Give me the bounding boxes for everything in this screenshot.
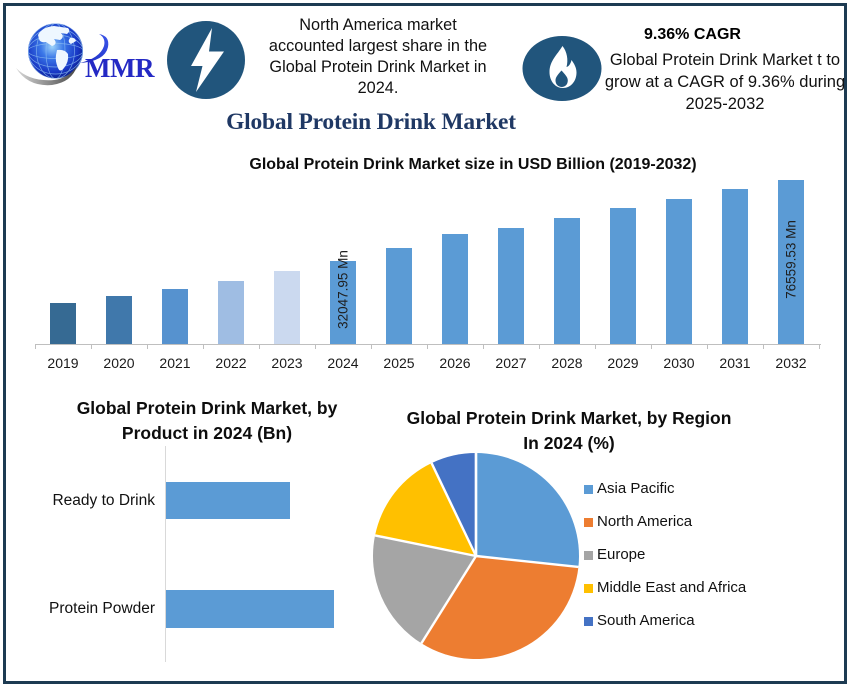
mmr-logo: MMR bbox=[16, 23, 155, 86]
region-chart-title: Global Protein Drink Market, by Region In… bbox=[406, 408, 732, 453]
bolt-shape bbox=[191, 28, 224, 92]
legend-label: Europe bbox=[597, 546, 646, 563]
x-axis-label-2019: 2019 bbox=[47, 355, 79, 371]
pie-slice-separator bbox=[420, 555, 478, 644]
x-axis-label-2021: 2021 bbox=[159, 355, 191, 371]
cagr-heading: 9.36% CAGR bbox=[644, 26, 741, 43]
pie-slice-asia-pacific bbox=[476, 453, 579, 567]
bar-2021 bbox=[162, 289, 188, 344]
legend-label: South America bbox=[597, 612, 695, 629]
bar-2027 bbox=[498, 228, 524, 344]
data-label-2032: 76559.53 Mn bbox=[783, 219, 799, 299]
product-axis-line bbox=[165, 446, 166, 662]
x-axis-line bbox=[35, 344, 821, 345]
bar-2019 bbox=[50, 303, 76, 344]
cagr-note: Global Protein Drink Market t to grow at … bbox=[604, 51, 846, 113]
x-axis-tick bbox=[91, 345, 92, 349]
bar-protein-powder bbox=[166, 590, 334, 628]
page-title: Global Protein Drink Market bbox=[226, 109, 516, 135]
globe-icon bbox=[16, 23, 109, 86]
bar-2030 bbox=[666, 199, 692, 344]
x-axis-label-2020: 2020 bbox=[103, 355, 135, 371]
x-axis-label-2029: 2029 bbox=[607, 355, 639, 371]
x-axis-tick bbox=[203, 345, 204, 349]
bar-2023 bbox=[274, 271, 300, 344]
x-axis-tick bbox=[259, 345, 260, 349]
x-axis-tick bbox=[35, 345, 36, 349]
x-axis-tick bbox=[147, 345, 148, 349]
bar-2020 bbox=[106, 296, 132, 344]
x-axis-tick bbox=[595, 345, 596, 349]
x-axis-tick bbox=[819, 345, 820, 349]
legend-swatch-icon bbox=[584, 518, 593, 527]
pie-slice-middle-east-and-africa bbox=[375, 463, 476, 556]
x-axis-label-2022: 2022 bbox=[215, 355, 247, 371]
flame-inner-shape bbox=[555, 70, 568, 87]
x-axis-label-2030: 2030 bbox=[663, 355, 695, 371]
pie-slice-separator bbox=[374, 534, 477, 558]
legend-swatch-icon bbox=[584, 551, 593, 560]
x-axis-tick bbox=[763, 345, 764, 349]
x-axis-label-2026: 2026 bbox=[439, 355, 471, 371]
x-axis-tick bbox=[371, 345, 372, 349]
main-chart-title: Global Protein Drink Market size in USD … bbox=[249, 156, 697, 173]
category-label-protein-powder: Protein Powder bbox=[49, 600, 155, 617]
bar-ready-to-drink bbox=[166, 482, 290, 519]
legend-swatch-icon bbox=[584, 584, 593, 593]
x-axis-label-2024: 2024 bbox=[327, 355, 359, 371]
x-axis-tick bbox=[315, 345, 316, 349]
flame-icon bbox=[522, 36, 602, 101]
bar-2022 bbox=[218, 281, 244, 344]
legend-label: Middle East and Africa bbox=[597, 579, 747, 596]
x-axis-label-2031: 2031 bbox=[719, 355, 751, 371]
lightning-icon bbox=[167, 21, 245, 99]
bar-2031 bbox=[722, 189, 748, 344]
x-axis-tick bbox=[483, 345, 484, 349]
legend-swatch-icon bbox=[584, 485, 593, 494]
legend-label: North America bbox=[597, 513, 693, 530]
bar-2028 bbox=[554, 218, 580, 344]
pie-slice-europe bbox=[372, 535, 476, 644]
x-axis-label-2025: 2025 bbox=[383, 355, 415, 371]
x-axis-tick bbox=[651, 345, 652, 349]
region-pie-chart bbox=[372, 453, 579, 659]
legend-swatch-icon bbox=[584, 617, 593, 626]
bar-2032 bbox=[778, 180, 804, 344]
data-label-2024: 32047.95 Mn bbox=[335, 249, 351, 329]
blue-swoosh bbox=[80, 34, 109, 63]
product-chart-title: Global Protein Drink Market, by Product i… bbox=[76, 398, 338, 443]
bar-2025 bbox=[386, 248, 412, 344]
logo-text: MMR bbox=[85, 53, 155, 83]
x-axis-label-2023: 2023 bbox=[271, 355, 303, 371]
legend-label: Asia Pacific bbox=[597, 480, 675, 497]
x-axis-tick bbox=[539, 345, 540, 349]
bar-2029 bbox=[610, 208, 636, 344]
pie-slice-separator bbox=[430, 462, 478, 557]
x-axis-tick bbox=[427, 345, 428, 349]
left-highlight-note: North America market accounted largest sh… bbox=[268, 16, 488, 97]
pie-slice-separator bbox=[475, 554, 579, 569]
category-label-ready-to-drink: Ready to Drink bbox=[52, 491, 155, 509]
x-axis-tick bbox=[707, 345, 708, 349]
x-axis-label-2032: 2032 bbox=[775, 355, 807, 371]
x-axis-label-2027: 2027 bbox=[495, 355, 527, 371]
gray-swoosh bbox=[16, 66, 77, 86]
bar-2026 bbox=[442, 234, 468, 344]
x-axis-label-2028: 2028 bbox=[551, 355, 583, 371]
bar-2024 bbox=[330, 261, 356, 344]
